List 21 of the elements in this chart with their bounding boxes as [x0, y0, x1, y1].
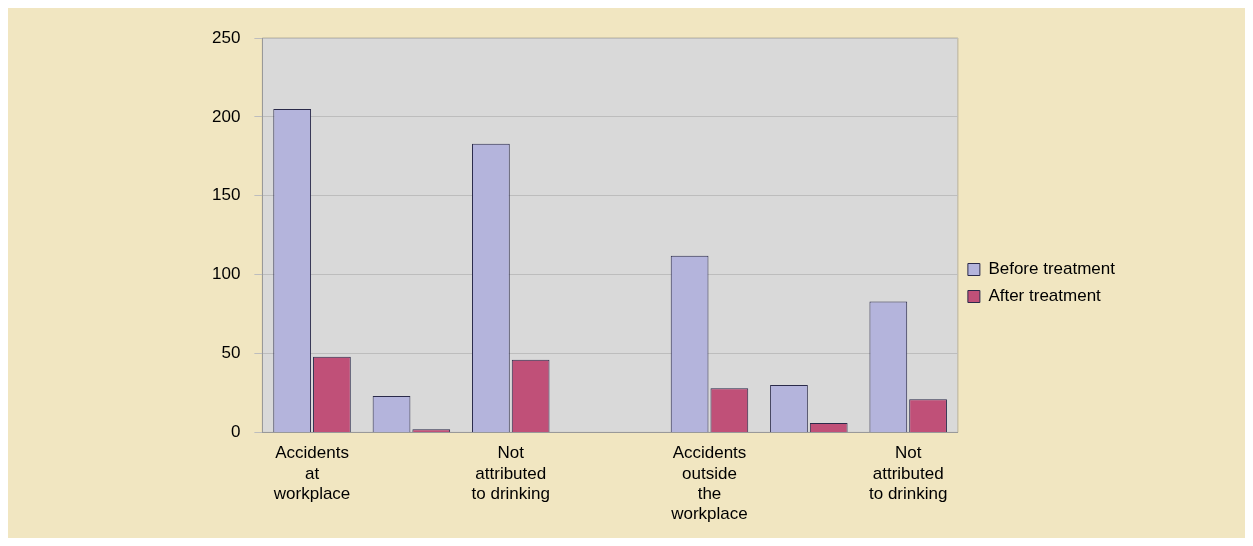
category-label: attributed: [872, 463, 944, 483]
category-label: Accidents: [275, 443, 349, 463]
y-tick-label: 200: [211, 106, 241, 126]
category-label: to drinking: [471, 484, 550, 504]
category-label: Accidents: [672, 443, 747, 463]
category-label: workplace: [671, 504, 748, 524]
category-label: Not: [497, 443, 524, 463]
y-tick-label: 50: [221, 343, 241, 363]
category-label: workplace: [273, 484, 351, 504]
category-label: the: [697, 484, 722, 504]
y-tick-label: 0: [230, 422, 241, 442]
category-label: outside: [682, 463, 737, 483]
category-label: at: [304, 463, 320, 483]
category-label: attributed: [475, 463, 547, 483]
legend-label: Before treatment: [988, 259, 1116, 279]
y-tick-label: 250: [211, 27, 241, 47]
category-label: to drinking: [868, 484, 948, 504]
legend-label: After treatment: [988, 286, 1102, 306]
y-tick-label: 100: [211, 264, 241, 284]
category-label: Not: [894, 443, 922, 463]
y-tick-label: 150: [211, 185, 241, 205]
